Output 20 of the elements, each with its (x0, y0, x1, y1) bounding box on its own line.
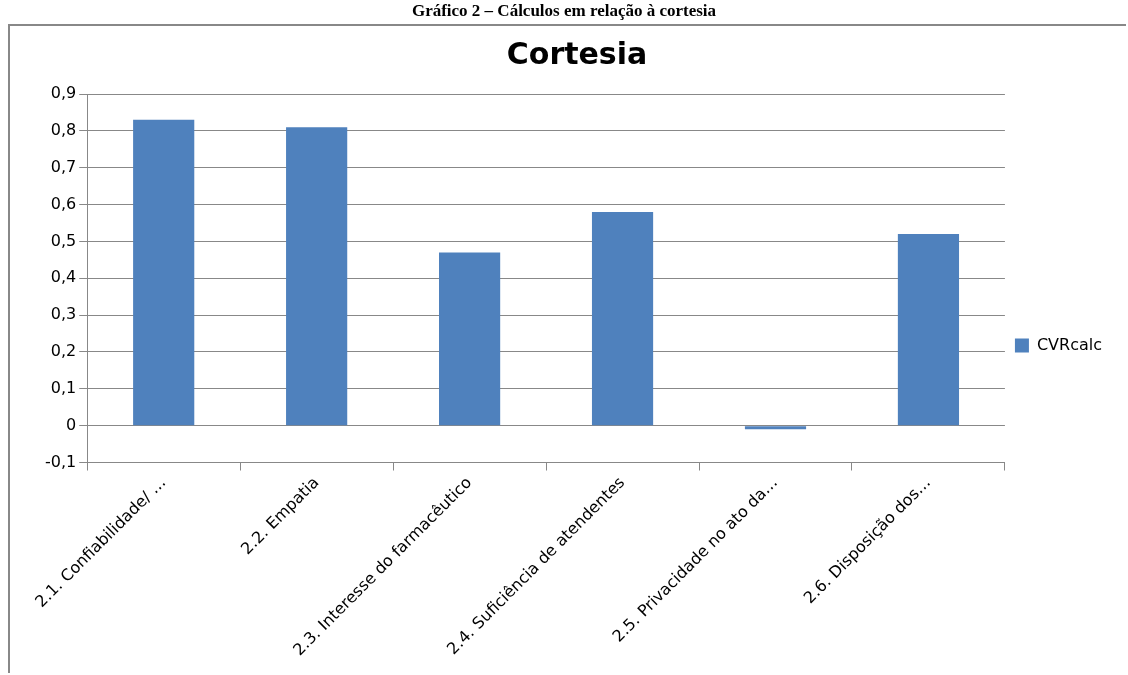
bar (897, 234, 960, 426)
y-tick-label: 0,1 (50, 377, 77, 397)
y-tick-label: 0,4 (50, 267, 77, 287)
text: Gráfico 2 – Cálculos em relação à cortesia (410, 0, 718, 22)
bar (744, 426, 807, 430)
y-tick-label: 0,9 (50, 83, 77, 103)
y-tick-label: -0,1 (45, 451, 77, 471)
y-tick-label: 0,8 (50, 120, 77, 140)
bar (286, 127, 348, 426)
chart-title: Cortesia (506, 35, 648, 71)
y-tick-label: 0,6 (50, 193, 77, 213)
y-tick-label: 0 (66, 414, 77, 434)
y-tick-label: 0,2 (50, 341, 77, 361)
legend-label: CVRcalc (1036, 334, 1102, 354)
y-tick-label: 0,7 (50, 156, 77, 176)
bar (591, 211, 654, 426)
bar (133, 119, 195, 426)
y-tick-label: 0,3 (50, 304, 77, 324)
bar (439, 252, 501, 426)
y-tick-label: 0,5 (50, 230, 77, 250)
